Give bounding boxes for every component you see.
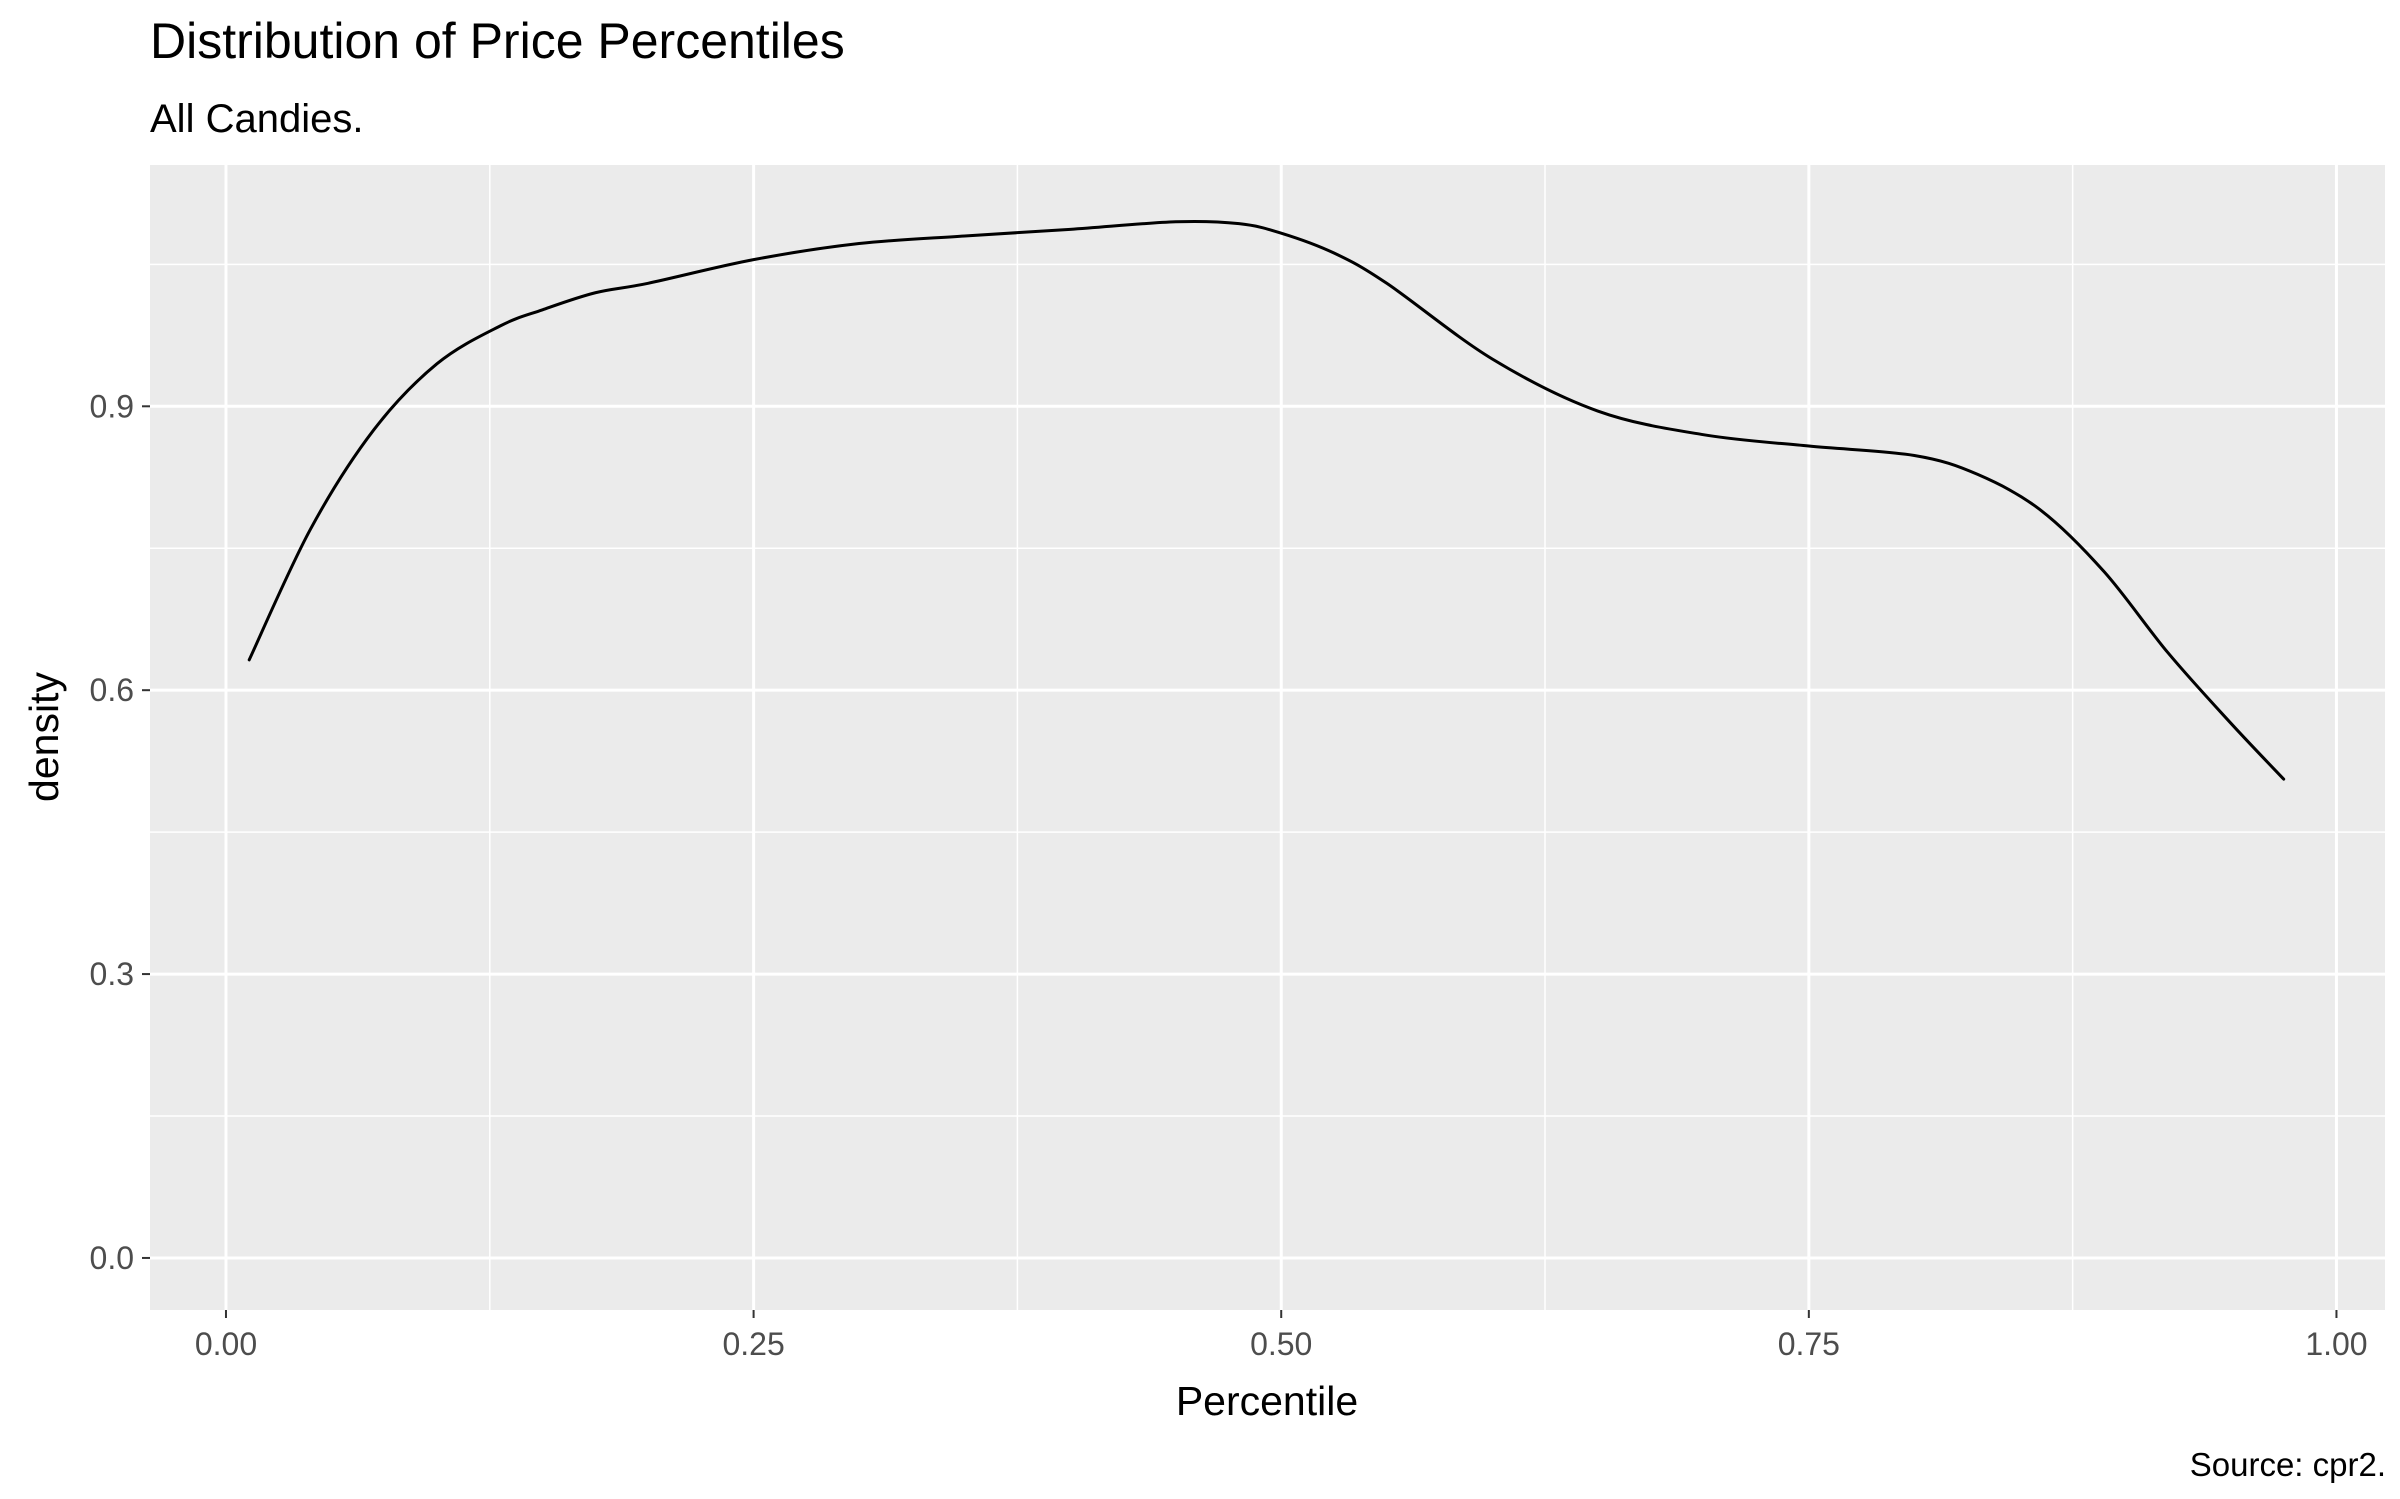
- axis-tick-labels: 0.00 0.25 0.50 0.75 1.00 0.0 0.3 0.6 0.9: [90, 388, 2368, 1362]
- major-gridlines: [150, 165, 2385, 1310]
- chart-caption: Source: cpr2.: [2190, 1446, 2386, 1483]
- y-tick-label: 0.0: [90, 1240, 134, 1276]
- y-tick-label: 0.9: [90, 388, 134, 424]
- chart-title: Distribution of Price Percentiles: [150, 13, 845, 69]
- x-tick-label: 0.75: [1778, 1326, 1840, 1362]
- chart-subtitle: All Candies.: [150, 97, 363, 141]
- density-line: [247, 219, 2286, 781]
- y-axis-label: density: [21, 672, 67, 802]
- y-tick-label: 0.3: [90, 956, 134, 992]
- x-axis-label: Percentile: [1176, 1378, 1358, 1424]
- plot-panel: [150, 165, 2385, 1310]
- x-tick-label: 0.25: [722, 1326, 784, 1362]
- x-tick-label: 1.00: [2305, 1326, 2367, 1362]
- x-tick-label: 0.00: [195, 1326, 257, 1362]
- minor-gridlines: [150, 165, 2385, 1310]
- axis-ticks: [142, 405, 2338, 1318]
- y-tick-label: 0.6: [90, 672, 134, 708]
- x-tick-label: 0.50: [1250, 1326, 1312, 1362]
